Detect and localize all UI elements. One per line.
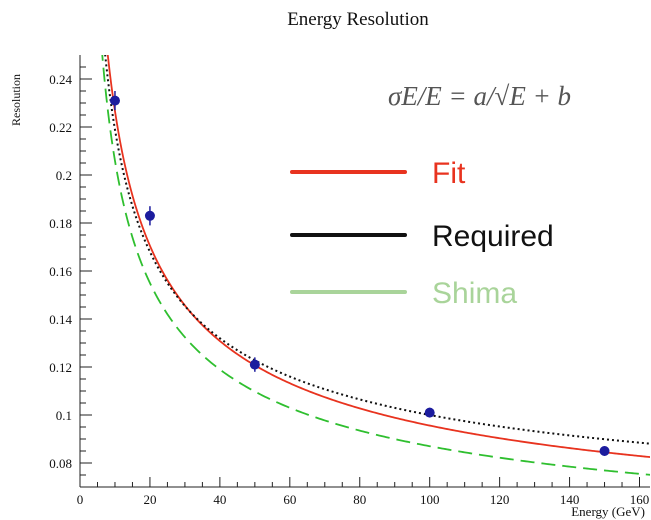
y-tick-label: 0.12	[49, 360, 72, 375]
y-tick-label: 0.2	[56, 168, 72, 183]
curve-required	[104, 55, 650, 445]
x-tick-label: 140	[560, 492, 580, 507]
x-tick-label: 160	[630, 492, 650, 507]
y-tick-label: 0.18	[49, 216, 72, 231]
curve-shima	[101, 55, 650, 476]
x-tick-label: 60	[283, 492, 296, 507]
x-tick-label: 100	[420, 492, 440, 507]
x-tick-label: 0	[77, 492, 84, 507]
legend-label-shima: Shima	[432, 277, 517, 310]
x-axis-label: Energy (GeV)	[571, 504, 645, 519]
y-tick-label: 0.14	[49, 312, 72, 327]
x-tick-label: 120	[490, 492, 510, 507]
y-tick-label: 0.1	[56, 408, 72, 423]
y-tick-label: 0.08	[49, 456, 72, 471]
data-point	[109, 95, 120, 106]
data-point	[249, 359, 260, 370]
data-point	[599, 446, 610, 456]
formula-annotation: σE/E = a/√E + b	[388, 81, 571, 111]
y-tick-label: 0.24	[49, 72, 72, 87]
legend: Fit Required Shima	[290, 157, 554, 310]
plot-area	[101, 55, 650, 476]
x-tick-label: 80	[353, 492, 366, 507]
chart-title: Energy Resolution	[287, 9, 429, 30]
curve-fit	[106, 55, 650, 458]
legend-label-required: Required	[432, 220, 554, 253]
axes: 0 20 40 60 80 100 120 140 160 0.08 0.1 0.12 0.14 0.16…	[49, 55, 650, 507]
y-tick-label: 0.22	[49, 120, 72, 135]
data-point	[424, 407, 435, 418]
data-point	[144, 210, 155, 221]
y-axis-label: Resolution	[9, 74, 23, 126]
x-tick-label: 20	[143, 492, 156, 507]
y-tick-label: 0.16	[49, 264, 72, 279]
x-tick-label: 40	[213, 492, 226, 507]
legend-label-fit: Fit	[432, 157, 466, 190]
